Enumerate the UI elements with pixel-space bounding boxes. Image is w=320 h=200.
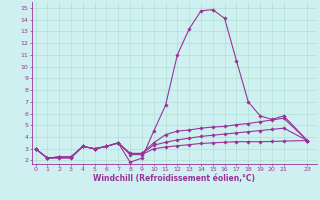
X-axis label: Windchill (Refroidissement éolien,°C): Windchill (Refroidissement éolien,°C): [93, 174, 255, 183]
